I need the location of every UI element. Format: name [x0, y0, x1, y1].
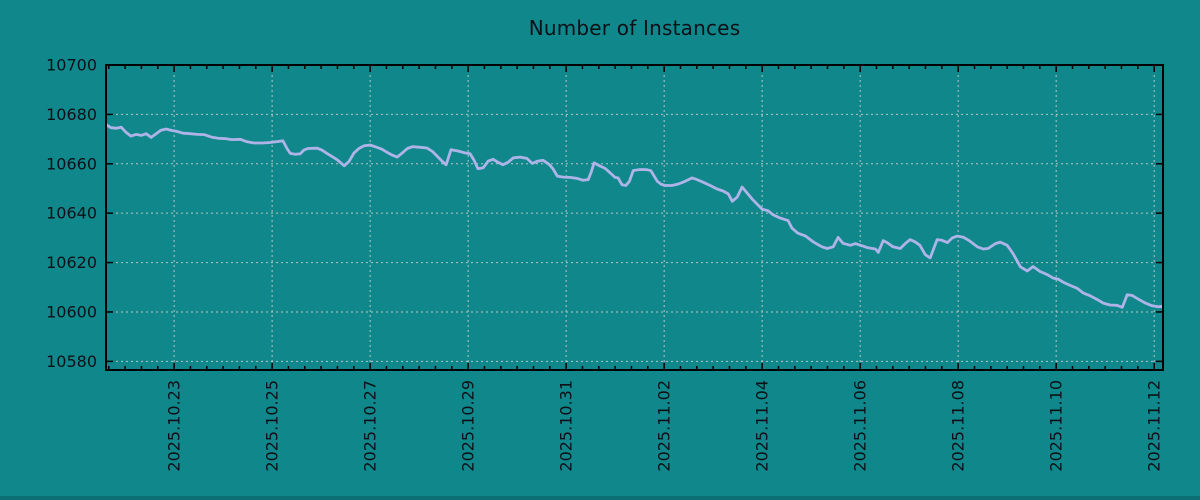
x-tick-label: 2025.10.23	[165, 380, 184, 472]
x-axis-labels: 2025.10.23 2025.10.25 2025.10.27 2025.10.29…	[165, 380, 1164, 472]
y-tick-label: 10660	[46, 154, 97, 173]
x-tick-label: 2025.11.04	[753, 380, 772, 472]
x-tick-label: 2025.10.31	[557, 380, 576, 472]
x-tick-label: 2025.11.12	[1145, 380, 1164, 472]
y-axis-labels: 10580 10600 10620 10640 10660 10680 10700	[46, 56, 97, 371]
x-tick-label: 2025.11.06	[851, 380, 870, 472]
axis-ticks	[106, 64, 1163, 370]
y-tick-label: 10700	[46, 56, 97, 75]
chart-title: Number of Instances	[528, 16, 741, 40]
x-tick-label: 2025.10.27	[361, 380, 380, 472]
x-tick-label: 2025.10.29	[459, 380, 478, 472]
x-tick-label: 2025.11.10	[1047, 380, 1066, 472]
bottom-edge-strip	[0, 496, 1200, 500]
x-tick-label: 2025.11.08	[949, 380, 968, 472]
y-tick-label: 10680	[46, 105, 97, 124]
x-tick-label: 2025.11.02	[655, 380, 674, 472]
x-tick-label: 2025.10.25	[263, 380, 282, 472]
y-tick-label: 10600	[46, 302, 97, 321]
y-tick-label: 10580	[46, 352, 97, 371]
plot-frame	[105, 64, 1164, 371]
y-tick-label: 10640	[46, 204, 97, 223]
y-tick-label: 10620	[46, 253, 97, 272]
series-line-instances	[106, 123, 1163, 309]
grid-lines	[106, 64, 1163, 370]
